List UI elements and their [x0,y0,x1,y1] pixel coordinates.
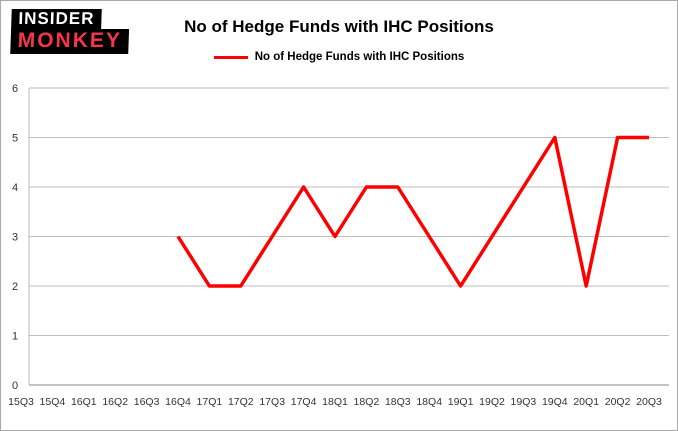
x-tick-label: 19Q4 [542,396,568,408]
x-tick-label: 20Q1 [573,396,599,408]
x-tick-label: 16Q1 [71,396,97,408]
x-tick-label: 20Q2 [605,396,631,408]
y-tick-label: 5 [12,133,18,145]
x-tick-label: 18Q1 [322,396,348,408]
x-tick-label: 16Q3 [134,396,160,408]
y-tick-label: 6 [12,83,18,95]
x-tick-label: 16Q4 [165,396,191,408]
x-tick-label: 20Q3 [636,396,662,408]
y-tick-label: 2 [12,281,18,293]
chart-area: 0 1 2 3 4 5 6 15Q3 15Q4 16Q1 16Q2 16Q3 16Q4 17Q1 17Q2 1… [1,75,677,430]
x-tick-label: 17Q2 [228,396,254,408]
x-tick-label: 18Q3 [385,396,411,408]
x-tick-label: 17Q4 [291,396,317,408]
x-tick-label: 17Q1 [197,396,223,408]
logo-line-insider: INSIDER [11,9,102,30]
y-tick-label: 3 [12,232,18,244]
page-title: No of Hedge Funds with IHC Positions [184,17,494,36]
y-tick-label: 0 [12,380,18,392]
x-tick-label: 19Q1 [448,396,474,408]
insider-monkey-logo: INSIDER MONKEY [10,9,130,54]
x-tick-label: 17Q3 [259,396,285,408]
legend: No of Hedge Funds with IHC Positions [1,51,677,63]
series-line [176,135,649,288]
y-tick-label: 1 [12,331,18,343]
x-tick-label: 19Q3 [511,396,537,408]
logo-line-monkey: MONKEY [10,28,130,54]
x-tick-label: 19Q2 [479,396,505,408]
y-tick-label: 4 [12,182,18,194]
x-tick-label: 16Q2 [102,396,128,408]
x-tick-label: 15Q3 [8,396,34,408]
legend-label: No of Hedge Funds with IHC Positions [254,51,465,63]
legend-line-swatch [213,55,248,59]
x-tick-label: 18Q4 [416,396,442,408]
x-tick-label: 15Q4 [40,396,66,408]
line-chart: 0 1 2 3 4 5 6 15Q3 15Q4 16Q1 16Q2 16Q3 16Q4 17Q1 17Q2 1… [8,83,669,408]
x-tick-label: 18Q2 [354,396,380,408]
